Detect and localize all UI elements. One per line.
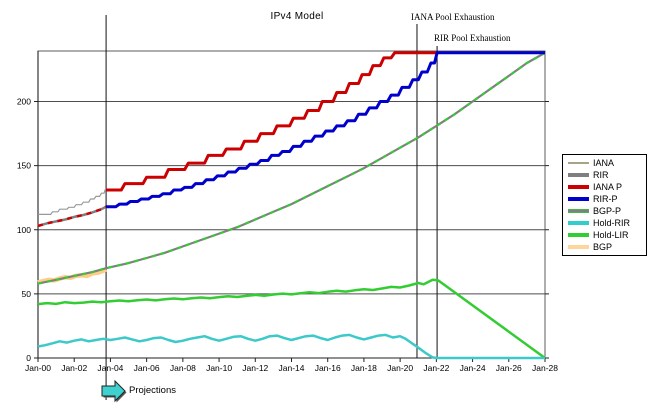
legend-swatch-icon xyxy=(568,245,589,249)
y-tick-label: 0 xyxy=(26,353,31,363)
legend-item-hold-lir: Hold-LIR xyxy=(563,229,646,241)
legend-swatch-icon xyxy=(568,221,589,225)
x-tick-label: Jan-22 xyxy=(423,363,449,373)
series-iana-p-line xyxy=(106,51,438,192)
y-tick-label: 150 xyxy=(17,161,31,171)
legend-item-bgp: BGP xyxy=(563,241,646,253)
series-rir-overlay xyxy=(37,205,107,228)
legend-swatch-icon xyxy=(568,209,589,213)
series-iana-line xyxy=(38,189,107,215)
legend-item-rir: RIR xyxy=(563,169,646,181)
x-tick-label: Jan-12 xyxy=(242,363,268,373)
x-tick-label: Jan-10 xyxy=(206,363,232,373)
legend-item-iana-p: IANA P xyxy=(563,181,646,193)
x-tick-label: Jan-16 xyxy=(315,363,341,373)
legend-item-iana: IANA xyxy=(563,157,646,169)
iana-exhaustion-label: IANA Pool Exhaustion xyxy=(411,12,495,22)
x-tick-label: Jan-06 xyxy=(134,363,160,373)
legend-label: Hold-RIR xyxy=(593,218,631,228)
projections-label: Projections xyxy=(129,385,176,396)
x-tick-label: Jan-04 xyxy=(97,363,123,373)
x-tick-label: Jan-14 xyxy=(279,363,305,373)
series-bgp-p-line xyxy=(37,51,546,285)
legend-label: RIR-P xyxy=(593,194,618,204)
legend-swatch-icon xyxy=(568,162,589,164)
projections-arrow-icon xyxy=(101,379,127,403)
x-tick-label: Jan-08 xyxy=(170,363,196,373)
legend-item-hold-rir: Hold-RIR xyxy=(563,217,646,229)
x-tick-label: Jan-02 xyxy=(61,363,87,373)
legend-item-rir-p: RIR-P xyxy=(563,193,646,205)
x-tick-label: Jan-18 xyxy=(351,363,377,373)
legend: IANA RIR IANA P RIR-P BGP-P Hold-RIR Hold-LIR B… xyxy=(562,154,647,256)
y-tick-label: 100 xyxy=(17,225,31,235)
legend-label: BGP-P xyxy=(593,206,622,216)
legend-item-bgp-p: BGP-P xyxy=(563,205,646,217)
x-tick-label: Jan-26 xyxy=(496,363,522,373)
legend-label: Hold-LIR xyxy=(593,230,629,240)
legend-label: IANA xyxy=(593,158,615,168)
series-rir-p-line xyxy=(106,51,545,209)
legend-label: BGP xyxy=(593,242,613,252)
y-tick-label: 50 xyxy=(22,289,32,299)
legend-label: RIR xyxy=(593,170,609,180)
x-tick-label: Jan-24 xyxy=(460,363,486,373)
chart-title: IPv4 Model xyxy=(270,11,324,22)
legend-swatch-icon xyxy=(568,233,589,237)
legend-label: IANA P xyxy=(593,182,623,192)
x-tick-label: Jan-20 xyxy=(387,363,413,373)
x-tick-label: Jan-00 xyxy=(25,363,51,373)
y-tick-label: 200 xyxy=(17,97,31,107)
legend-swatch-icon xyxy=(568,185,589,189)
series-bgp-p-overlay xyxy=(37,51,546,285)
x-tick-label: Jan-28 xyxy=(532,363,558,373)
legend-swatch-icon xyxy=(568,173,589,177)
rir-exhaustion-label: RIR Pool Exhaustion xyxy=(434,33,511,43)
series-hold-rir-line xyxy=(37,333,545,360)
series-hold-lir-line xyxy=(37,278,546,360)
legend-swatch-icon xyxy=(568,197,589,201)
